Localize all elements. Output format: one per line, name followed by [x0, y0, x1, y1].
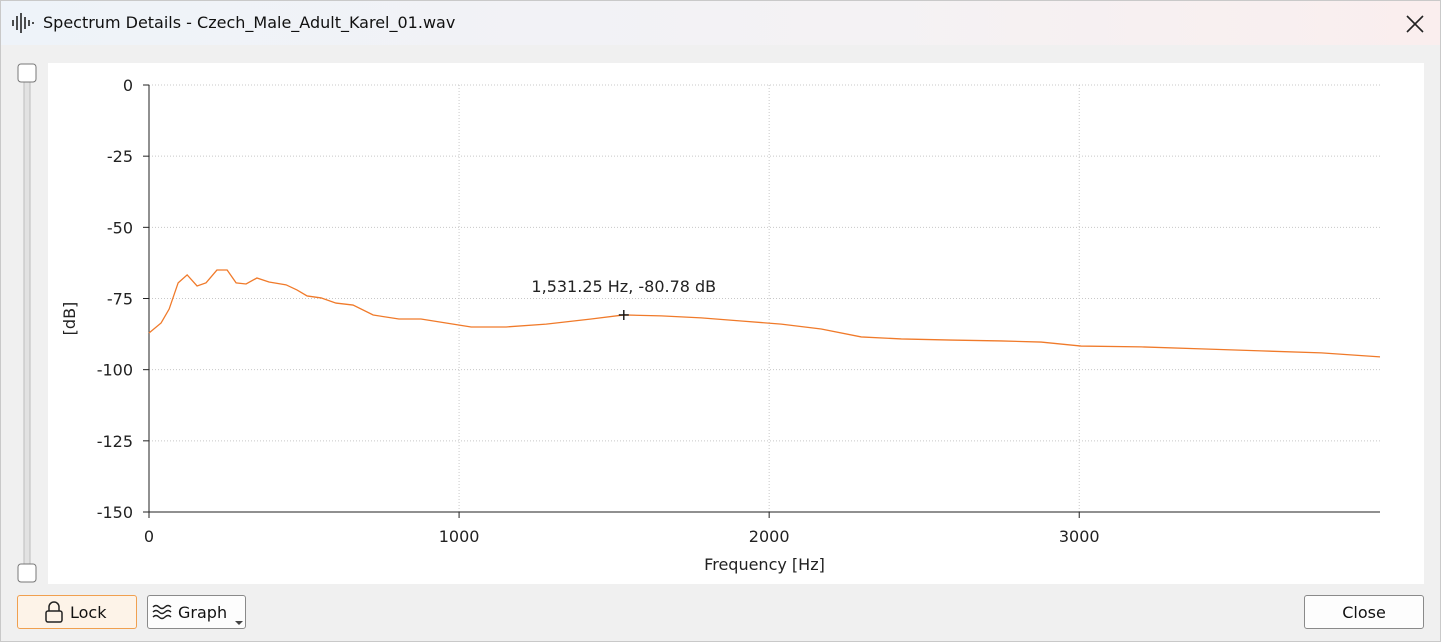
y-axis-label: [dB]: [60, 302, 79, 336]
y-tick-label: -25: [107, 147, 133, 166]
cursor-label: 1,531.25 Hz, -80.78 dB: [531, 277, 716, 296]
range-slider[interactable]: [15, 61, 41, 587]
y-tick-label: -150: [97, 503, 133, 522]
lock-icon: [45, 601, 63, 623]
spectrum-line: [148, 269, 1381, 358]
graph-icon: [152, 604, 172, 620]
graph-label: Graph: [178, 603, 228, 622]
cursor-marker: [618, 309, 629, 320]
x-tick-label: 2000: [749, 527, 790, 546]
y-tick-label: -100: [97, 361, 133, 380]
title-bar: Spectrum Details - Czech_Male_Adult_Kare…: [1, 1, 1440, 45]
lock-label: Lock: [70, 603, 107, 622]
x-tick-label: 1000: [439, 527, 480, 546]
x-tick-label: 3000: [1059, 527, 1100, 546]
y-tick-label: 0: [123, 76, 133, 95]
window-title: Spectrum Details - Czech_Male_Adult_Kare…: [43, 13, 456, 32]
y-tick-label: -50: [107, 218, 133, 237]
close-icon[interactable]: [1405, 14, 1425, 34]
y-tick-label: -75: [107, 290, 133, 309]
lock-button[interactable]: Lock: [17, 595, 137, 629]
chart: 0 -25 -50 -75 -100 -125 -150 0 1000 2000 3000 Frequ…: [48, 63, 1424, 584]
graph-button[interactable]: Graph: [147, 595, 246, 629]
close-label: Close: [1342, 603, 1386, 622]
dropdown-arrow: [235, 621, 243, 625]
x-tick-label: 0: [144, 527, 154, 546]
app-icon: [12, 13, 34, 33]
y-tick-label: -125: [97, 432, 133, 451]
close-button[interactable]: Close: [1304, 595, 1424, 629]
x-axis-label: Frequency [Hz]: [704, 555, 825, 574]
